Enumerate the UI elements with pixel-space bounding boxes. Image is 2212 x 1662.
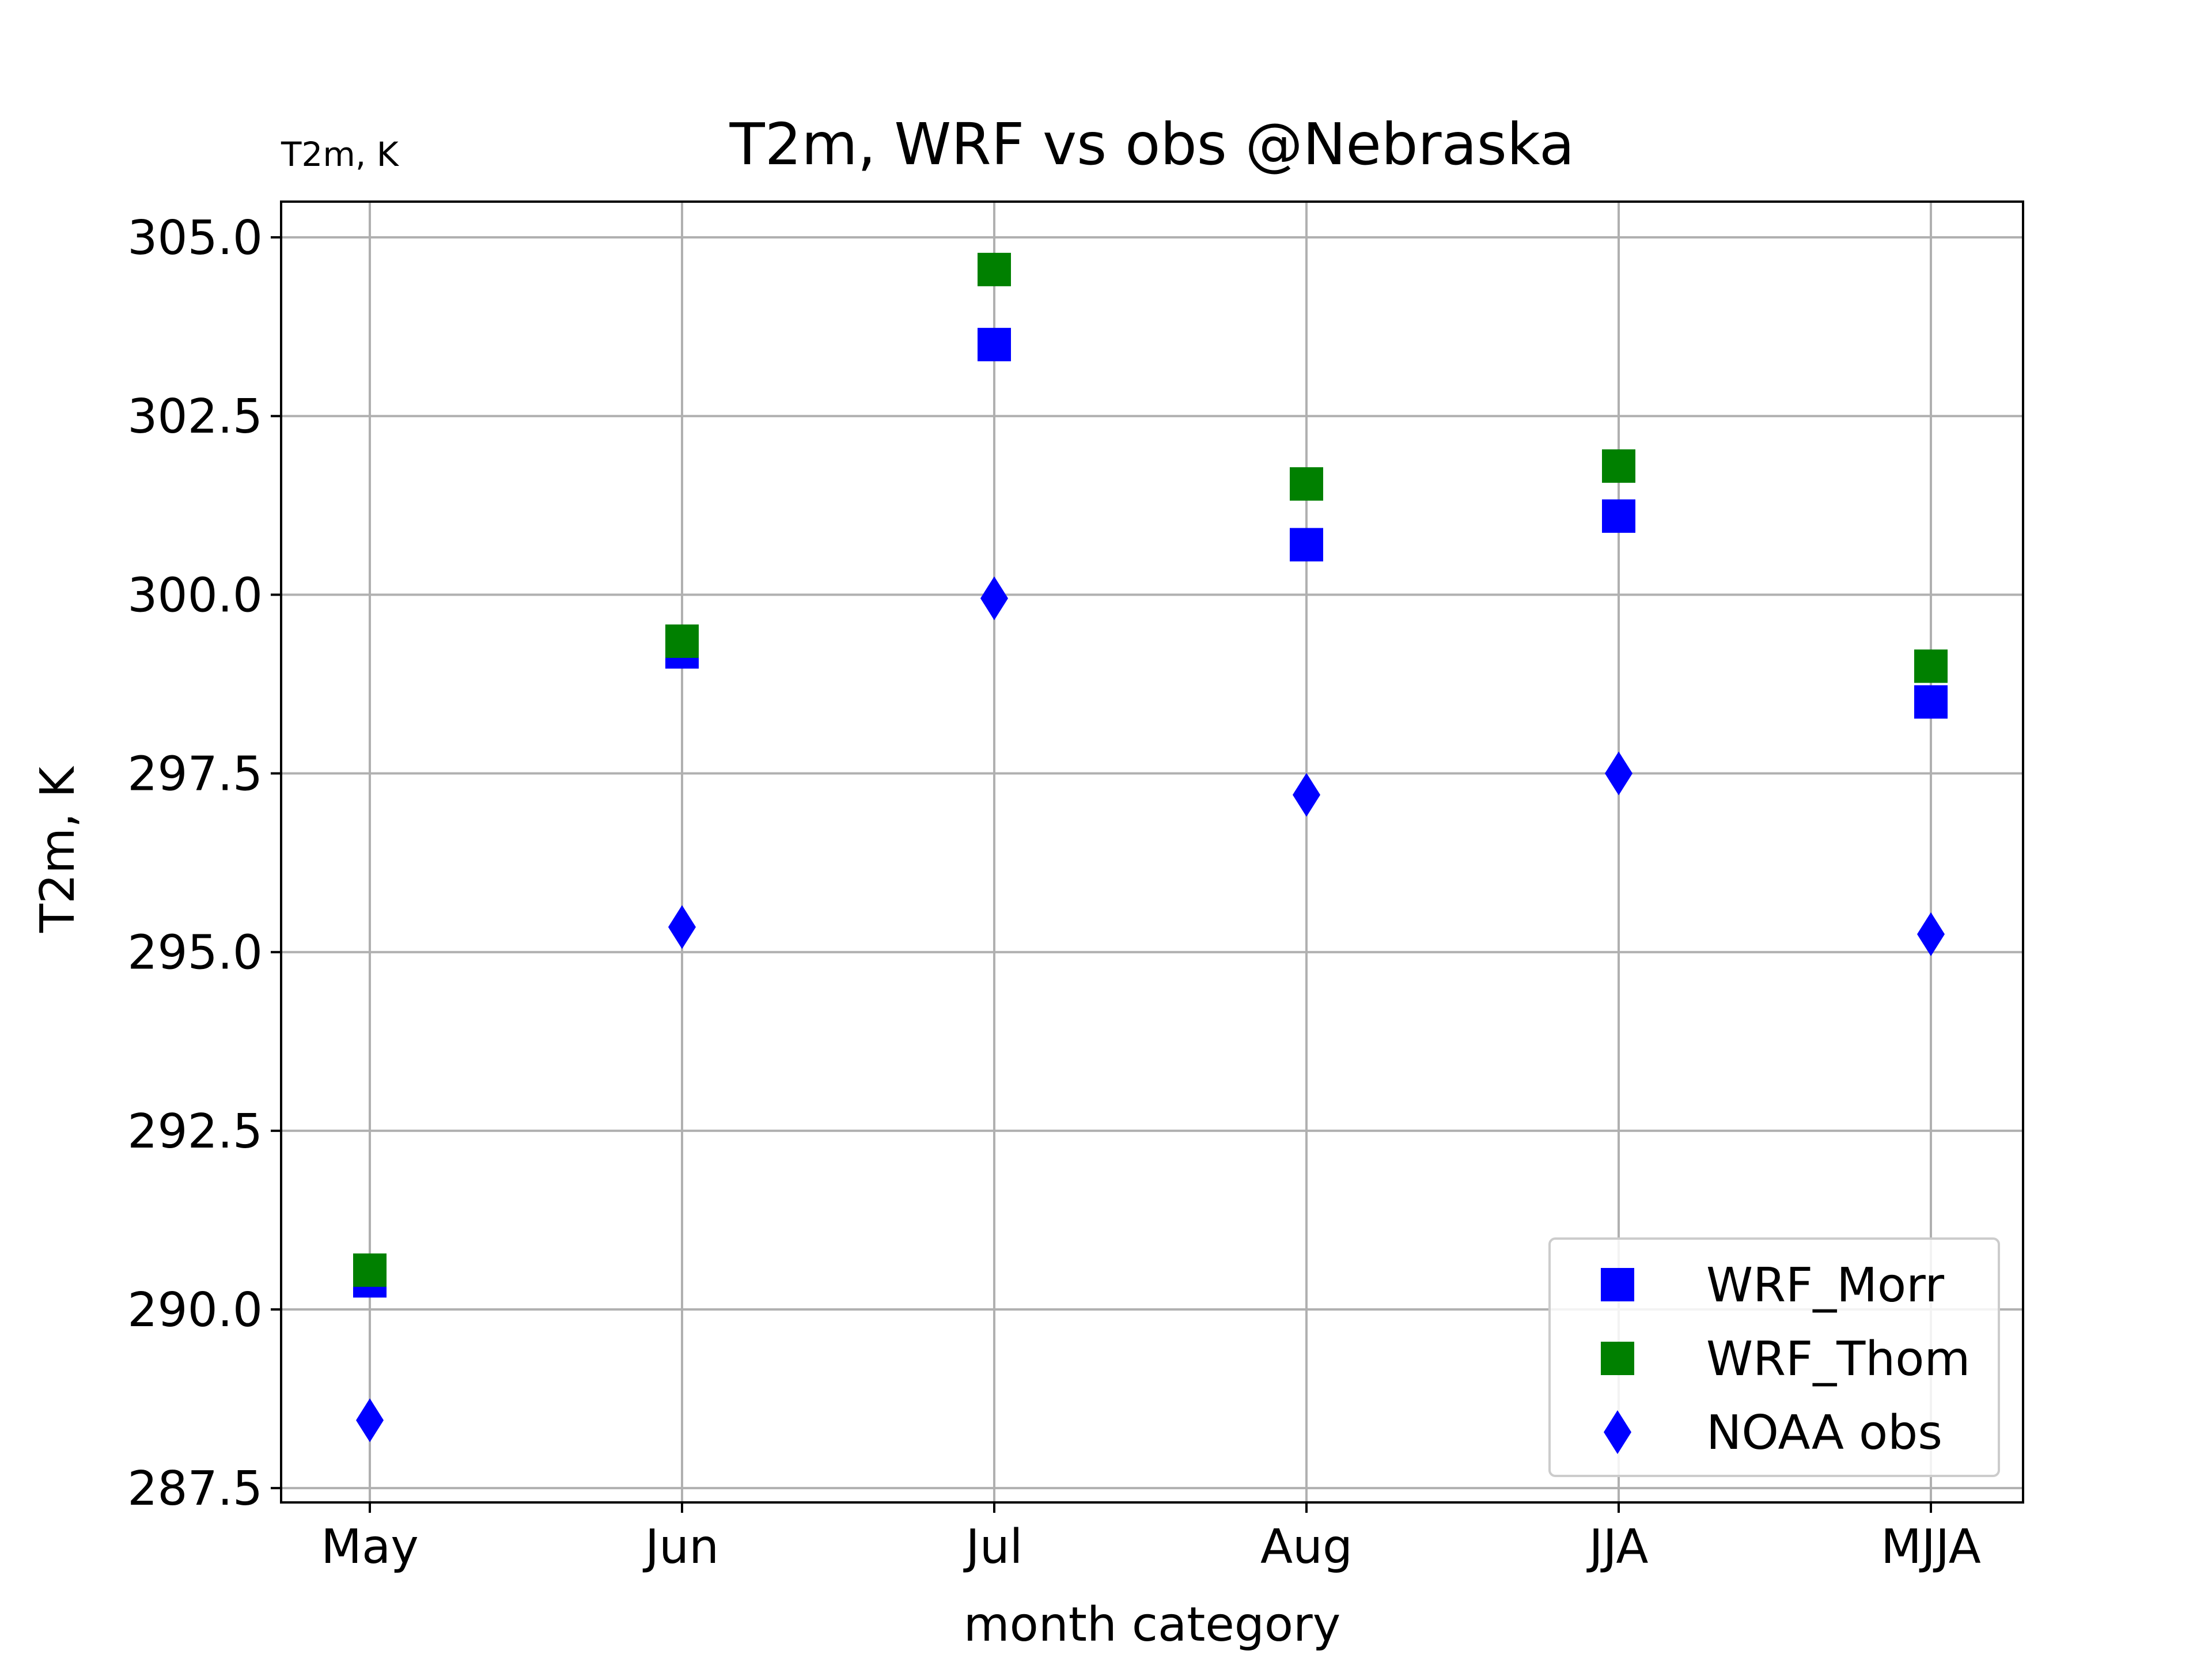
x-tick-label: Jun xyxy=(642,1520,719,1574)
legend-label: WRF_Thom xyxy=(1706,1332,1970,1387)
x-tick-label: Aug xyxy=(1260,1520,1353,1574)
data-point-noaa-obs xyxy=(1293,773,1320,817)
y-axis-label: T2m, K xyxy=(31,766,85,933)
data-point-wrf-morr xyxy=(978,328,1011,362)
data-point-noaa-obs xyxy=(1605,751,1633,796)
data-point-wrf-morr xyxy=(1602,499,1635,533)
data-point-wrf-thom xyxy=(1602,449,1635,483)
x-tick-label: Jul xyxy=(963,1520,1023,1574)
data-point-wrf-morr xyxy=(1290,528,1323,562)
chart-title: T2m, WRF vs obs @Nebraska xyxy=(729,111,1575,178)
data-point-wrf-thom xyxy=(978,252,1011,286)
data-point-noaa-obs xyxy=(1917,912,1945,956)
data-point-noaa-obs xyxy=(668,905,696,949)
y-tick-label: 287.5 xyxy=(127,1462,263,1516)
y-tick-label: 295.0 xyxy=(127,926,263,980)
y-tick-label: 297.5 xyxy=(127,747,263,802)
data-point-wrf-morr xyxy=(1914,685,1948,719)
x-tick-label: JJA xyxy=(1586,1520,1648,1574)
legend-box xyxy=(1548,1237,2000,1477)
x-tick-label: May xyxy=(321,1520,419,1574)
data-point-noaa-obs xyxy=(356,1398,384,1443)
data-point-wrf-thom xyxy=(1290,467,1323,501)
legend-marker xyxy=(1604,1410,1631,1454)
legend-marker xyxy=(1601,1342,1634,1375)
data-point-noaa-obs xyxy=(980,576,1008,620)
y-tick-label: 300.0 xyxy=(127,568,263,623)
data-point-wrf-thom xyxy=(353,1253,387,1287)
data-point-wrf-thom xyxy=(665,624,699,658)
legend-label: NOAA obs xyxy=(1706,1406,1942,1460)
y-tick-label: 302.5 xyxy=(127,389,263,444)
corner-axis-label: T2m, K xyxy=(281,135,400,174)
data-point-wrf-thom xyxy=(1914,649,1948,683)
legend-marker xyxy=(1601,1268,1634,1301)
y-tick-label: 290.0 xyxy=(127,1283,263,1338)
plot-frame xyxy=(280,200,2024,1504)
y-tick-label: 292.5 xyxy=(127,1104,263,1159)
legend-label: WRF_Morr xyxy=(1706,1258,1944,1313)
x-tick-label: MJJA xyxy=(1881,1520,1981,1574)
x-axis-label: month category xyxy=(964,1597,1341,1652)
y-tick-label: 305.0 xyxy=(127,211,263,266)
